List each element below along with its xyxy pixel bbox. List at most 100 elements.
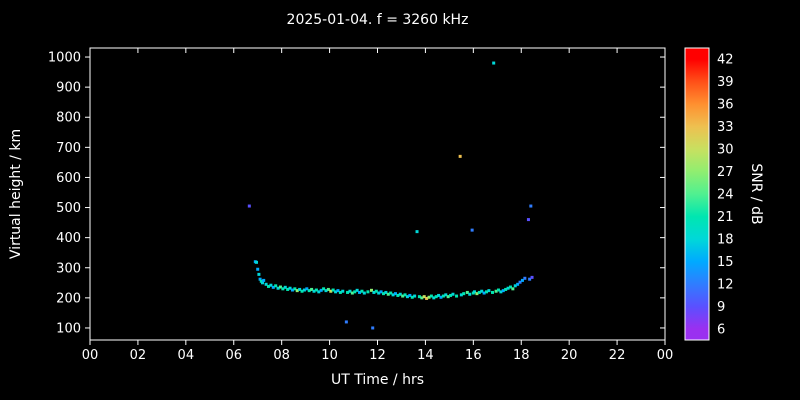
scatter-point <box>366 290 370 294</box>
y-tick-label: 700 <box>56 141 81 156</box>
scatter-point <box>262 278 266 282</box>
colorbar-tick-label: 21 <box>717 210 734 225</box>
scatter-point <box>362 291 366 295</box>
scatter-point <box>477 290 481 294</box>
x-tick-label: 04 <box>178 348 195 363</box>
scatter-point <box>283 285 287 289</box>
scatter-point <box>338 290 342 294</box>
x-tick-label: 06 <box>225 348 242 363</box>
scatter-point <box>429 294 433 298</box>
scatter-point <box>264 282 268 286</box>
colorbar-tick-label: 15 <box>717 255 734 270</box>
colorbar <box>684 47 710 341</box>
y-tick-label: 100 <box>56 321 81 336</box>
scatter-point <box>379 290 383 294</box>
scatter-point <box>516 282 520 286</box>
scatter-point <box>281 287 285 291</box>
scatter-point <box>257 272 261 276</box>
y-tick-label: 800 <box>56 111 81 126</box>
scatter-point <box>346 290 350 294</box>
scatter-point <box>319 288 323 292</box>
scatter-point <box>523 276 527 280</box>
scatter-point <box>462 292 466 296</box>
scatter-point <box>271 285 275 289</box>
scatter-point <box>398 292 402 296</box>
scatter-point <box>255 260 259 264</box>
scatter-point <box>458 154 462 158</box>
scatter-point <box>302 288 306 292</box>
scatter-point <box>393 292 397 296</box>
x-tick-label: 00 <box>657 348 674 363</box>
scatter-point <box>451 292 455 296</box>
y-tick-label: 300 <box>56 261 81 276</box>
y-tick-label: 400 <box>56 231 81 246</box>
y-tick-label: 1000 <box>48 51 81 66</box>
scatter-point <box>269 283 273 287</box>
colorbar-tick-label: 9 <box>717 300 725 315</box>
scatter-point <box>444 293 448 297</box>
scatter-point <box>511 287 515 291</box>
scatter-point <box>314 288 318 292</box>
x-tick-label: 16 <box>465 348 482 363</box>
scatter-point <box>408 293 412 297</box>
scatter-point <box>374 289 378 293</box>
scatter-point <box>266 284 270 288</box>
scatter-point <box>300 289 304 293</box>
scatter-point <box>334 290 338 294</box>
scatter-point <box>381 292 385 296</box>
chart-title: 2025-01-04. f = 3260 kHz <box>286 12 469 28</box>
x-tick-label: 02 <box>130 348 147 363</box>
scatter-point <box>455 294 459 298</box>
scatter-point <box>286 287 290 291</box>
scatter-point <box>405 295 409 299</box>
scatter-point <box>358 290 362 294</box>
scatter-point <box>465 290 469 294</box>
scatter-point <box>422 295 426 299</box>
scatter-point <box>530 275 534 279</box>
scatter-point <box>506 286 510 290</box>
scatter-point <box>326 287 330 291</box>
scatter-point <box>501 289 505 293</box>
colorbar-tick-label: 12 <box>717 277 734 292</box>
scatter-point <box>528 277 532 281</box>
y-tick-label: 900 <box>56 81 81 96</box>
scatter-point <box>290 288 294 292</box>
scatter-point <box>413 294 417 298</box>
scatter-point <box>417 295 421 299</box>
scatter-point <box>487 289 491 293</box>
scatter-point <box>480 289 484 293</box>
colorbar-tick-label: 39 <box>717 75 734 90</box>
scatter-point <box>513 284 517 288</box>
scatter-point <box>341 289 345 293</box>
scatter-point <box>427 295 431 299</box>
x-axis-label: UT Time / hrs <box>330 372 425 388</box>
y-tick-label: 500 <box>56 201 81 216</box>
colorbar-tick-label: 27 <box>717 165 734 180</box>
scatter-point <box>470 228 474 232</box>
scatter-point <box>492 61 496 65</box>
scatter-point <box>331 288 335 292</box>
scatter-point <box>353 290 357 294</box>
scatter-point <box>441 294 445 298</box>
scatter-point <box>336 289 340 293</box>
scatter-point <box>475 292 479 296</box>
scatter-point <box>360 289 364 293</box>
scatter-point <box>520 278 524 282</box>
scatter-point <box>508 285 512 289</box>
x-tick-label: 00 <box>82 348 99 363</box>
colorbar-tick-label: 18 <box>717 232 734 247</box>
scatter-point <box>439 295 443 299</box>
scatter-point <box>473 290 477 294</box>
scatter-point <box>247 204 251 208</box>
scatter-point <box>504 287 508 291</box>
scatter-point <box>468 292 472 296</box>
x-tick-label: 20 <box>561 348 578 363</box>
scatter-point <box>344 320 348 324</box>
scatter-point <box>396 293 400 297</box>
scatter-point <box>329 289 333 293</box>
scatter-point <box>529 204 533 208</box>
x-tick-label: 14 <box>417 348 434 363</box>
scatter-point <box>278 285 282 289</box>
scatter-point <box>348 289 352 293</box>
